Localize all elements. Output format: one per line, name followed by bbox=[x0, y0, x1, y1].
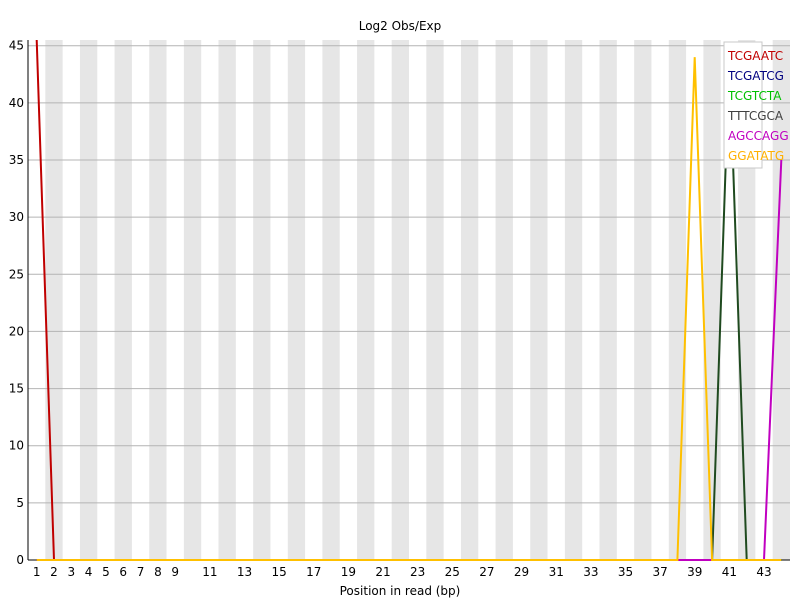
column-band bbox=[79, 40, 98, 560]
x-tick-label: 27 bbox=[479, 565, 494, 579]
x-tick-label: 43 bbox=[756, 565, 771, 579]
column-band bbox=[772, 40, 790, 560]
x-tick-label: 9 bbox=[171, 565, 179, 579]
legend: TCGAATC TCGATCG TCGTCTA TTTCGCA AGCCAGG GGATA… bbox=[723, 41, 789, 169]
x-tick-label: 13 bbox=[237, 565, 252, 579]
y-tick-label: 15 bbox=[9, 382, 24, 396]
column-band bbox=[668, 40, 687, 560]
column-band bbox=[495, 40, 513, 560]
x-tick-label: 29 bbox=[514, 565, 529, 579]
x-tick-label: 19 bbox=[341, 565, 356, 579]
y-tick-label: 25 bbox=[9, 267, 24, 281]
x-tick-label: 21 bbox=[375, 565, 390, 579]
plot-bands bbox=[45, 40, 790, 560]
y-tick-label: 40 bbox=[9, 96, 24, 110]
x-tick-label: 1 bbox=[33, 565, 41, 579]
column-band bbox=[460, 40, 479, 560]
x-tick-label: 35 bbox=[618, 565, 633, 579]
y-tick-labels: 0 5 10 15 20 25 30 35 40 45 bbox=[9, 39, 24, 567]
x-tick-label: 37 bbox=[652, 565, 667, 579]
x-tick-label: 25 bbox=[445, 565, 460, 579]
column-band bbox=[703, 40, 721, 560]
column-band bbox=[391, 40, 409, 560]
x-tick-label: 33 bbox=[583, 565, 598, 579]
column-band bbox=[253, 40, 271, 560]
gridlines bbox=[28, 45, 790, 504]
chart-title: Log2 Obs/Exp bbox=[359, 19, 442, 33]
series-line-ggatatg bbox=[36, 57, 782, 561]
x-tick-label: 23 bbox=[410, 565, 425, 579]
column-band bbox=[114, 40, 132, 560]
x-tick-label: 17 bbox=[306, 565, 321, 579]
column-band bbox=[634, 40, 652, 560]
y-tick-label: 0 bbox=[16, 553, 24, 567]
y-tick-label: 5 bbox=[16, 496, 24, 510]
y-tick-label: 30 bbox=[9, 210, 24, 224]
y-tick-label: 45 bbox=[9, 39, 24, 53]
x-tick-label: 2 bbox=[50, 565, 58, 579]
x-tick-label: 7 bbox=[137, 565, 145, 579]
legend-box bbox=[723, 41, 763, 169]
x-tick-label: 6 bbox=[119, 565, 127, 579]
x-tick-label: 41 bbox=[722, 565, 737, 579]
column-band bbox=[599, 40, 617, 560]
x-tick-label: 3 bbox=[67, 565, 75, 579]
legend-entry: TCGTCTA bbox=[727, 89, 782, 103]
x-axis-label: Position in read (bp) bbox=[340, 584, 461, 598]
series-lines bbox=[35, 39, 783, 561]
legend-entry: TCGAATC bbox=[727, 49, 783, 63]
column-band bbox=[149, 40, 167, 560]
x-tick-label: 15 bbox=[271, 565, 286, 579]
column-band bbox=[426, 40, 444, 560]
legend-entry: TTTCGCA bbox=[727, 109, 784, 123]
column-band bbox=[45, 40, 63, 560]
x-tick-label: 5 bbox=[102, 565, 110, 579]
y-tick-label: 35 bbox=[9, 153, 24, 167]
column-band bbox=[287, 40, 306, 560]
x-tick-label: 31 bbox=[549, 565, 564, 579]
x-tick-labels: 1 2 3 4 5 6 7 8 9 11 13 15 17 19 21 23 25 27 29 31 33 35 37 39 4… bbox=[33, 565, 772, 579]
column-band bbox=[530, 40, 548, 560]
column-band bbox=[322, 40, 340, 560]
y-tick-label: 10 bbox=[9, 439, 24, 453]
y-tick-label: 20 bbox=[9, 324, 24, 338]
column-band bbox=[218, 40, 236, 560]
column-band bbox=[183, 40, 202, 560]
column-band bbox=[357, 40, 375, 560]
x-tick-label: 11 bbox=[202, 565, 217, 579]
legend-entry: AGCCAGG bbox=[728, 129, 789, 143]
legend-entry: GGATATG bbox=[728, 149, 784, 163]
x-tick-label: 4 bbox=[85, 565, 93, 579]
column-band bbox=[564, 40, 583, 560]
legend-entry: TCGATCG bbox=[727, 69, 784, 83]
x-tick-label: 8 bbox=[154, 565, 162, 579]
x-tick-label: 39 bbox=[687, 565, 702, 579]
